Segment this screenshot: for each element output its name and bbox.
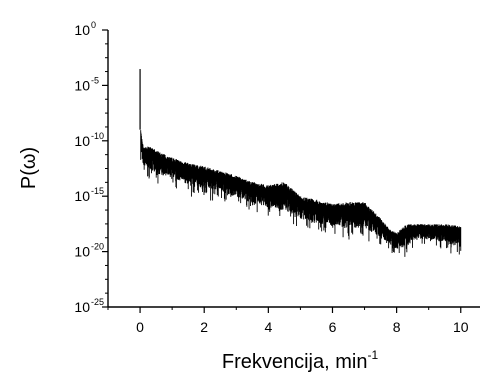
x-tick-label: 2	[200, 319, 208, 335]
y-tick-base: 10	[74, 188, 90, 204]
y-tick-label: 10	[74, 22, 90, 38]
spectrum-trace	[140, 130, 462, 257]
y-tick-label: 10	[74, 77, 90, 93]
x-tick-label: 10	[453, 319, 469, 335]
y-tick-base: 10	[74, 77, 90, 93]
y-tick-label: 10	[74, 133, 90, 149]
y-tick-label: 10	[74, 188, 90, 204]
y-tick-exponent: -20	[91, 242, 104, 252]
y-tick-exponent: -5	[91, 75, 99, 85]
x-axis-title-text: Frekvencija, min	[222, 351, 368, 373]
y-tick-exponent: -15	[91, 186, 104, 196]
series-spectrum	[139, 69, 462, 257]
x-tick-label: 6	[329, 319, 337, 335]
y-axis-title: P(ω)	[18, 147, 40, 189]
y-tick-base: 10	[74, 133, 90, 149]
y-tick-exponent: -25	[91, 297, 104, 307]
y-tick-exponent: -10	[91, 131, 104, 141]
x-tick-label: 4	[264, 319, 272, 335]
x-axis-title: Frekvencija, min-1	[222, 348, 379, 373]
x-axis-title-superscript: -1	[367, 348, 378, 362]
y-tick-label: 10	[74, 244, 90, 260]
y-tick-base: 10	[74, 22, 90, 38]
y-tick-exponent: 0	[91, 20, 96, 30]
y-tick-label: 10	[74, 299, 90, 315]
y-tick-base: 10	[74, 244, 90, 260]
x-axis-ticks: 0 2 4 6 8 10	[107, 307, 469, 335]
x-tick-label: 8	[393, 319, 401, 335]
x-tick-label: 0	[136, 319, 144, 335]
y-tick-base: 10	[74, 299, 90, 315]
